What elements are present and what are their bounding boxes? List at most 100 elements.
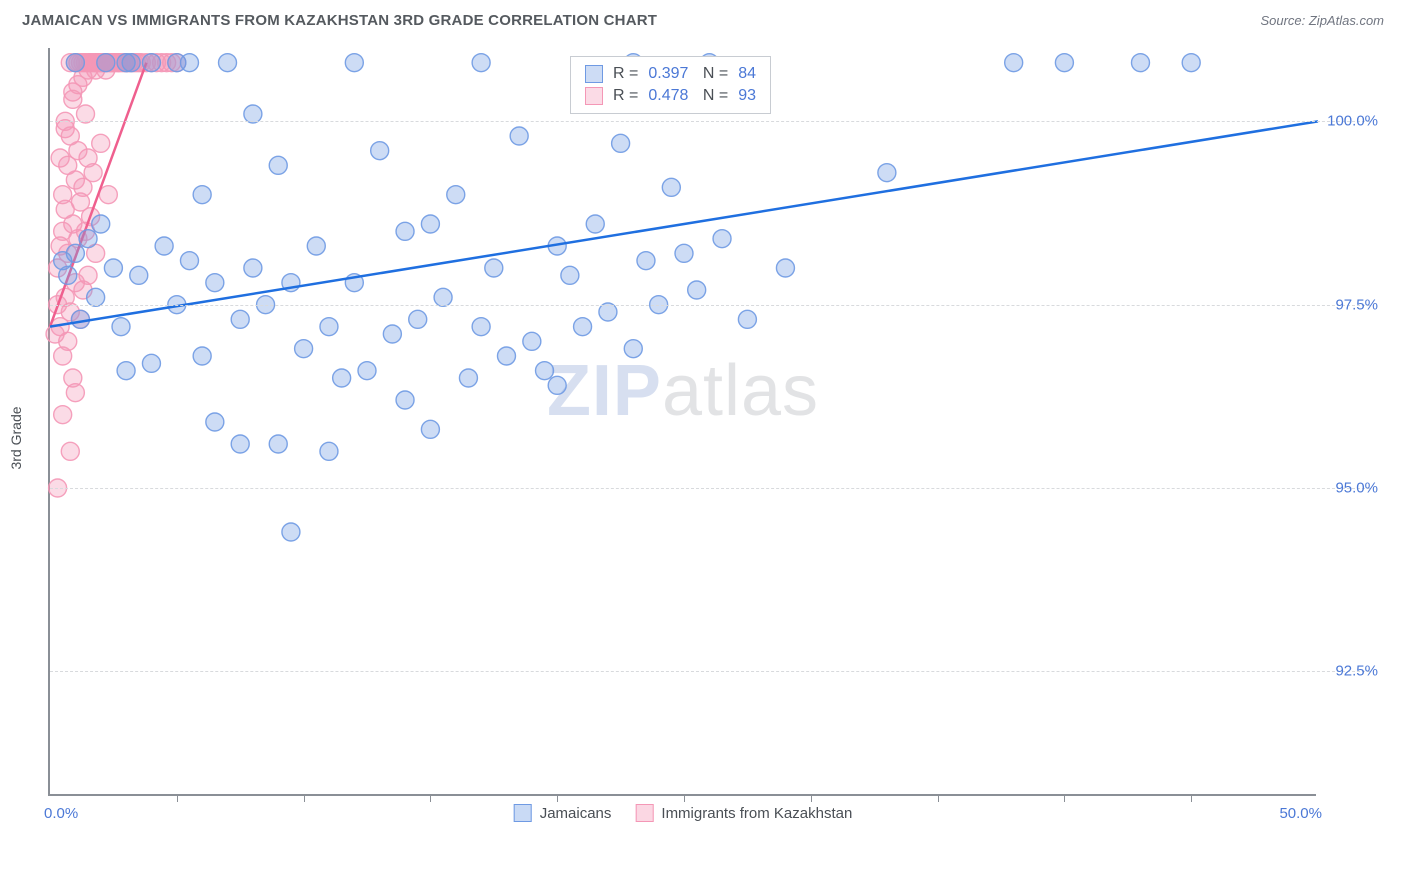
data-point <box>459 369 477 387</box>
data-point <box>117 54 135 72</box>
data-point <box>219 54 237 72</box>
data-point <box>472 318 490 336</box>
y-tick-label: 92.5% <box>1335 663 1378 680</box>
x-tick <box>938 794 939 802</box>
data-point <box>624 340 642 358</box>
data-point <box>99 186 117 204</box>
data-point <box>104 259 122 277</box>
swatch-icon <box>635 804 653 822</box>
data-point <box>1055 54 1073 72</box>
data-point <box>878 164 896 182</box>
x-tick <box>557 794 558 802</box>
data-point <box>231 435 249 453</box>
data-point <box>1131 54 1149 72</box>
data-point <box>320 442 338 460</box>
data-point <box>295 340 313 358</box>
data-point <box>87 288 105 306</box>
data-point <box>776 259 794 277</box>
data-point <box>421 420 439 438</box>
x-tick <box>177 794 178 802</box>
legend-label-series-1: Jamaicans <box>540 805 612 822</box>
data-point <box>77 105 95 123</box>
data-point <box>497 347 515 365</box>
x-tick <box>1191 794 1192 802</box>
data-point <box>142 354 160 372</box>
data-point <box>97 54 115 72</box>
chart-title: JAMAICAN VS IMMIGRANTS FROM KAZAKHSTAN 3… <box>22 12 657 29</box>
x-tick <box>811 794 812 802</box>
data-point <box>421 215 439 233</box>
data-point <box>574 318 592 336</box>
chart-container: 3rd Grade ZIPatlas R = 0.397 N = 84 R = … <box>48 48 1378 828</box>
data-point <box>206 413 224 431</box>
chart-source: Source: ZipAtlas.com <box>1260 13 1384 28</box>
scatter-svg <box>50 48 1318 796</box>
legend-row-series-1: R = 0.397 N = 84 <box>585 63 756 85</box>
swatch-series-2 <box>585 87 603 105</box>
data-point <box>193 186 211 204</box>
data-point <box>79 230 97 248</box>
data-point <box>536 362 554 380</box>
x-tick <box>430 794 431 802</box>
legend-label-series-2: Immigrants from Kazakhstan <box>661 805 852 822</box>
stat-label-n: N = <box>698 65 728 83</box>
legend-item-series-2: Immigrants from Kazakhstan <box>635 804 852 822</box>
data-point <box>61 442 79 460</box>
series-legend: Jamaicans Immigrants from Kazakhstan <box>514 804 853 822</box>
data-point <box>510 127 528 145</box>
data-point <box>51 149 69 167</box>
data-point <box>180 252 198 270</box>
plot-area: ZIPatlas R = 0.397 N = 84 R = 0.478 N = … <box>48 48 1316 796</box>
data-point <box>523 332 541 350</box>
data-point <box>662 178 680 196</box>
stat-r-series-1: 0.397 <box>648 65 688 83</box>
y-tick-label: 95.0% <box>1335 480 1378 497</box>
data-point <box>193 347 211 365</box>
data-point <box>244 259 262 277</box>
y-tick-label: 97.5% <box>1335 296 1378 313</box>
data-point <box>231 310 249 328</box>
grid-line <box>50 305 1370 306</box>
data-point <box>688 281 706 299</box>
stat-r-series-2: 0.478 <box>648 87 688 105</box>
data-point <box>548 376 566 394</box>
data-point <box>472 54 490 72</box>
data-point <box>269 156 287 174</box>
trend-line <box>50 121 1318 326</box>
data-point <box>434 288 452 306</box>
stat-label-n: N = <box>698 87 728 105</box>
data-point <box>637 252 655 270</box>
x-tick <box>304 794 305 802</box>
data-point <box>155 237 173 255</box>
data-point <box>599 303 617 321</box>
data-point <box>409 310 427 328</box>
data-point <box>561 266 579 284</box>
data-point <box>1005 54 1023 72</box>
data-point <box>56 120 74 138</box>
data-point <box>738 310 756 328</box>
data-point <box>586 215 604 233</box>
data-point <box>485 259 503 277</box>
data-point <box>396 391 414 409</box>
data-point <box>345 54 363 72</box>
data-point <box>371 142 389 160</box>
data-point <box>66 54 84 72</box>
data-point <box>54 406 72 424</box>
data-point <box>92 134 110 152</box>
data-point <box>59 332 77 350</box>
data-point <box>396 222 414 240</box>
data-point <box>71 310 89 328</box>
data-point <box>117 362 135 380</box>
data-point <box>244 105 262 123</box>
data-point <box>59 266 77 284</box>
data-point <box>66 384 84 402</box>
correlation-legend: R = 0.397 N = 84 R = 0.478 N = 93 <box>570 56 771 114</box>
data-point <box>713 230 731 248</box>
data-point <box>307 237 325 255</box>
data-point <box>206 274 224 292</box>
swatch-series-1 <box>585 65 603 83</box>
data-point <box>612 134 630 152</box>
y-axis-label: 3rd Grade <box>8 406 24 469</box>
data-point <box>320 318 338 336</box>
data-point <box>130 266 148 284</box>
